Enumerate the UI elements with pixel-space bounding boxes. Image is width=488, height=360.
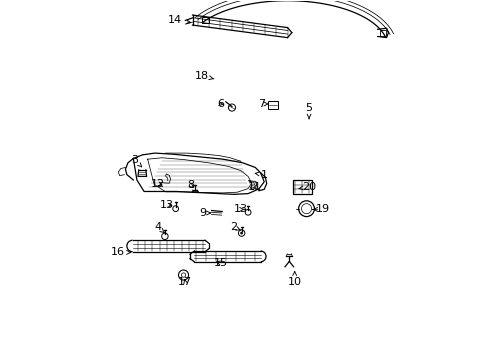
Text: 6: 6 (217, 99, 224, 109)
Text: 13: 13 (233, 204, 247, 215)
Text: 12: 12 (150, 179, 164, 189)
Text: 16: 16 (111, 247, 131, 257)
Text: 17: 17 (178, 277, 192, 287)
Text: 1: 1 (255, 170, 267, 180)
Text: 18: 18 (194, 71, 214, 81)
Text: 11: 11 (248, 182, 262, 192)
Text: 14: 14 (167, 15, 190, 26)
Text: 3: 3 (131, 155, 142, 167)
Text: 10: 10 (287, 271, 301, 287)
Text: 9: 9 (199, 208, 210, 218)
Circle shape (240, 232, 242, 234)
Text: 20: 20 (298, 182, 315, 192)
FancyBboxPatch shape (201, 17, 208, 23)
Bar (292, 180, 311, 194)
Text: 4: 4 (154, 222, 164, 233)
Text: 15: 15 (214, 258, 228, 268)
Text: 5: 5 (305, 103, 312, 119)
Text: 19: 19 (312, 204, 329, 215)
Text: 13: 13 (160, 200, 173, 210)
Text: 7: 7 (258, 99, 268, 109)
FancyBboxPatch shape (379, 30, 386, 36)
Text: 8: 8 (187, 180, 194, 190)
Text: 2: 2 (230, 222, 240, 232)
FancyBboxPatch shape (267, 101, 277, 109)
